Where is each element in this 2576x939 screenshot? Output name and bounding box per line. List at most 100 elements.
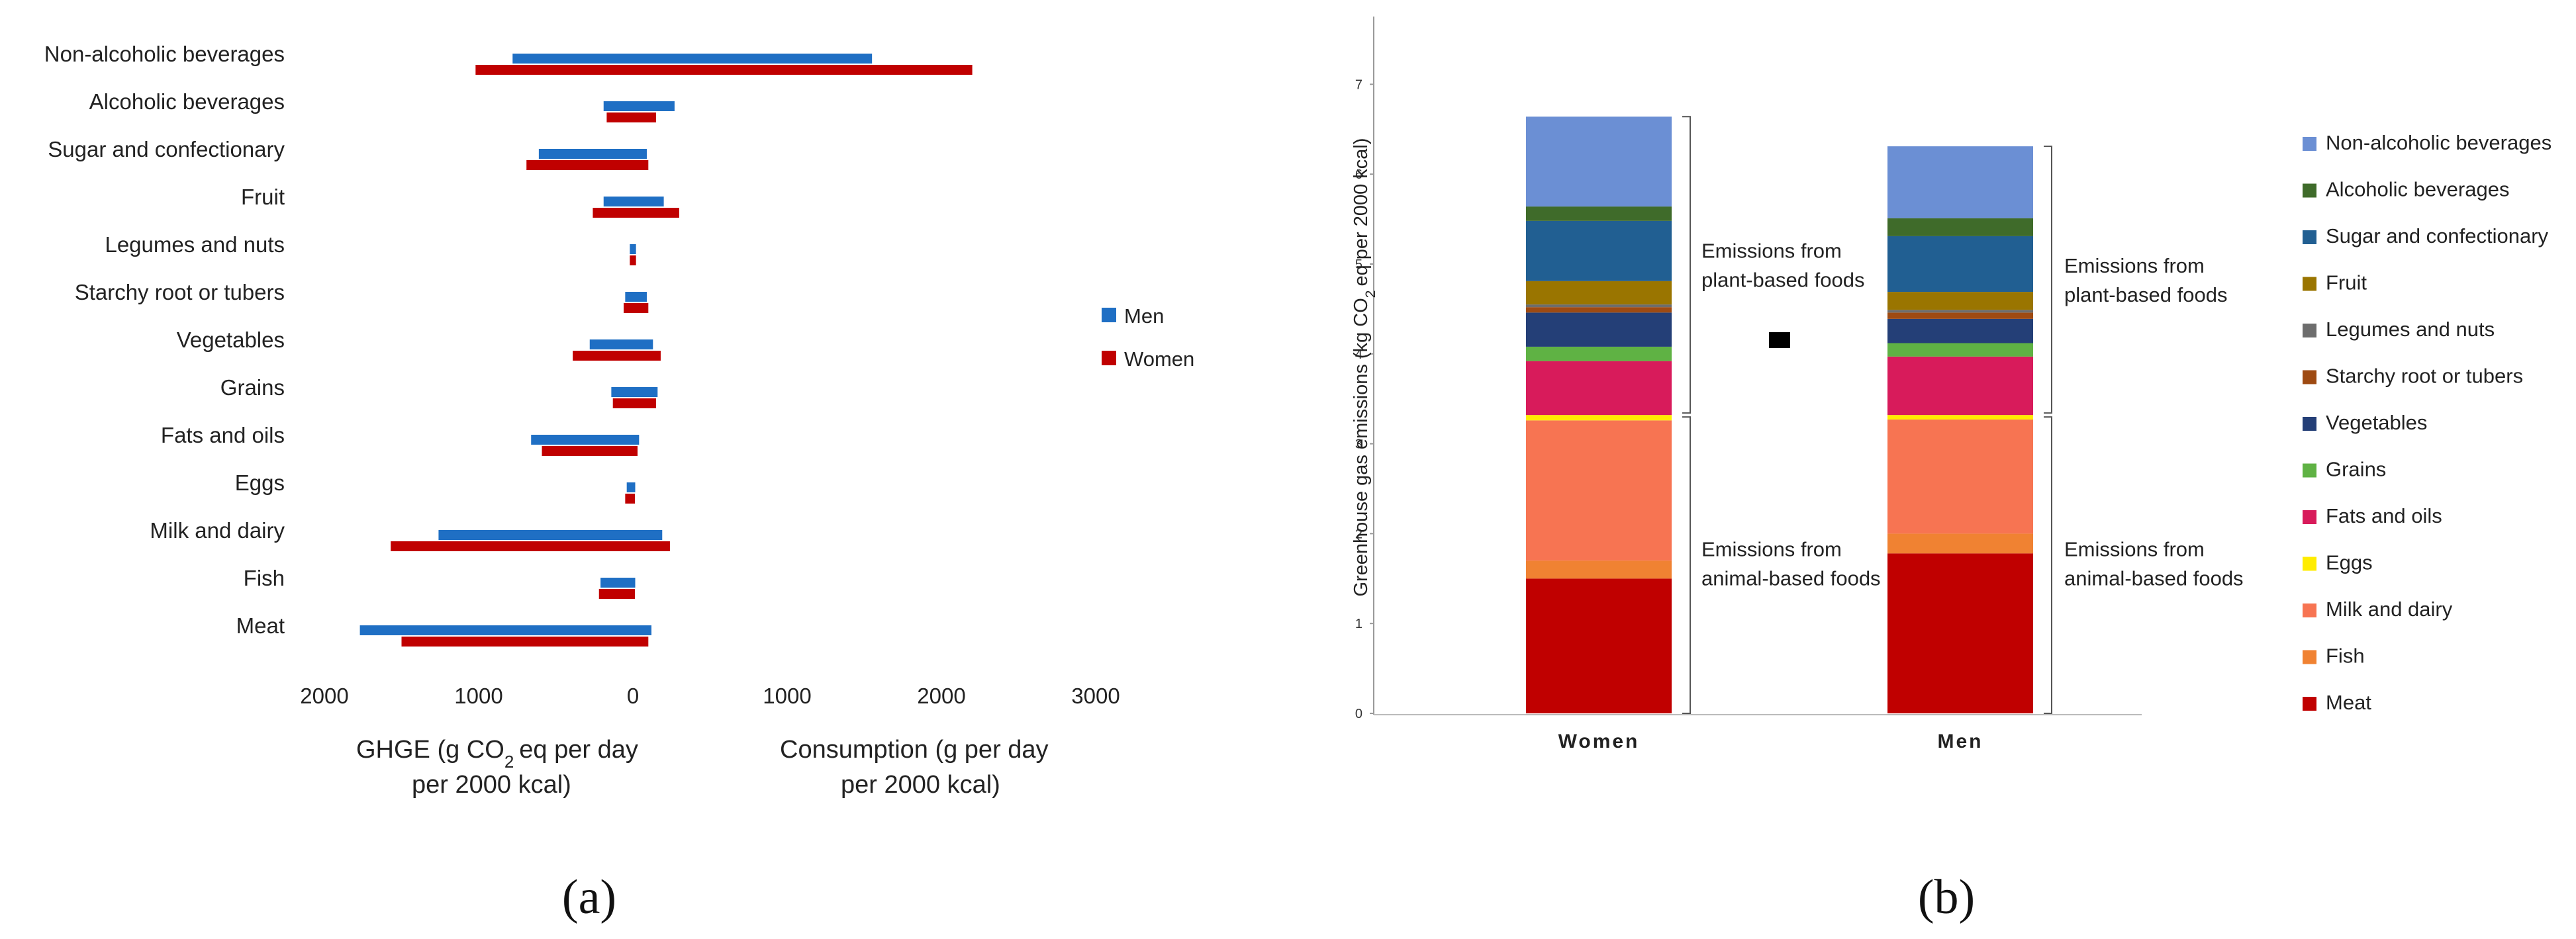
legend-label: Meat xyxy=(2326,691,2371,714)
ghge-bar-men xyxy=(538,149,633,159)
legend-label-women: Women xyxy=(1124,347,1194,371)
stack-segment-fruit xyxy=(1887,292,2033,310)
legend-swatch xyxy=(2303,557,2316,571)
stack-segment-fats-and-oils xyxy=(1526,361,1672,416)
consumption-bar-women xyxy=(633,303,649,313)
stack-segment-meat xyxy=(1526,578,1672,713)
legend-label: Grains xyxy=(2326,458,2386,481)
category-label: Legumes and nuts xyxy=(105,232,285,257)
x-tick-label: 1000 xyxy=(454,684,502,708)
ghge-bar-women xyxy=(401,637,633,647)
x-axis-label-ghge-line2: per 2000 kcal) xyxy=(412,771,571,799)
legend-swatch xyxy=(2303,230,2316,244)
consumption-bar-men xyxy=(633,149,647,159)
consumption-bar-men xyxy=(633,625,651,635)
stack-segment-fish xyxy=(1526,560,1672,579)
stack-segment-alcoholic-beverages xyxy=(1887,218,2033,236)
legend: Men Women xyxy=(1102,304,1194,371)
x-tick-label: 1000 xyxy=(763,684,811,708)
stack-segment-vegetables xyxy=(1887,318,2033,343)
consumption-bar-women xyxy=(633,637,649,647)
stacked-bar-group xyxy=(1526,116,2033,713)
legend-swatch xyxy=(2303,463,2316,478)
panel-label-a: (a) xyxy=(562,870,616,924)
consumption-bar-women xyxy=(633,446,638,456)
ghge-bar-men xyxy=(630,244,633,254)
ghge-bar-men xyxy=(611,387,633,397)
stack-segment-starchy-root-or-tubers xyxy=(1526,307,1672,313)
x-tick-label: 2000 xyxy=(917,684,965,708)
ghge-bar-women xyxy=(526,160,633,170)
category-label: Eggs xyxy=(235,470,285,495)
bracket xyxy=(2044,416,2052,714)
stack-segment-fruit xyxy=(1526,281,1672,305)
consumption-bar-men xyxy=(633,387,658,397)
legend-swatch xyxy=(2303,510,2316,524)
stack-segment-starchy-root-or-tubers xyxy=(1887,312,2033,319)
consumption-bar-men xyxy=(633,578,636,588)
x-tick-label: 2000 xyxy=(300,684,348,708)
x-category-label: Men xyxy=(1938,731,1983,752)
stack-segment-eggs xyxy=(1887,415,2033,420)
consumption-bar-women xyxy=(633,494,635,504)
stack-segment-vegetables xyxy=(1526,312,1672,347)
x-tick-label: 3000 xyxy=(1071,684,1120,708)
legend-swatch-women xyxy=(1102,351,1116,365)
y-tick-label: 4 xyxy=(1355,347,1362,362)
consumption-bar-women xyxy=(633,351,661,361)
x-axis-label-consumption-line1: Consumption (g per day xyxy=(780,736,1049,764)
legend-swatch-men xyxy=(1102,308,1116,322)
y-tick-label: 1 xyxy=(1355,617,1362,631)
legend-label-men: Men xyxy=(1124,304,1164,328)
ghge-bar-women xyxy=(391,541,633,551)
consumption-bar-women xyxy=(633,65,973,75)
legend-label: Non-alcoholic beverages xyxy=(2326,131,2552,154)
stack-segment-milk-and-dairy xyxy=(1887,419,2033,534)
consumption-bar-women xyxy=(633,541,670,551)
consumption-bar-men xyxy=(633,54,873,64)
legend-swatch xyxy=(2303,324,2316,337)
annotation-text: animal-based foods xyxy=(2064,567,2244,590)
consumption-bar-men xyxy=(633,435,640,445)
bracket xyxy=(1682,116,1691,414)
legend-label: Milk and dairy xyxy=(2326,598,2453,621)
ghge-bar-men xyxy=(603,101,633,111)
y-tick-label: 0 xyxy=(1355,707,1362,721)
x-axis-label-consumption-line2: per 2000 kcal) xyxy=(841,771,1000,799)
consumption-bar-men xyxy=(633,530,663,540)
category-label: Non-alcoholic beverages xyxy=(44,42,285,66)
bracket xyxy=(2044,146,2052,414)
category-label: Vegetables xyxy=(177,328,285,352)
legend-label: Sugar and confectionary xyxy=(2326,224,2549,247)
annotation-text: Emissions from xyxy=(2064,538,2205,561)
legend-label: Vegetables xyxy=(2326,411,2427,434)
stack-segment-legumes-and-nuts xyxy=(1526,304,1672,308)
consumption-bar-women xyxy=(633,112,656,122)
legend-swatch xyxy=(2303,277,2316,291)
legend-label: Starchy root or tubers xyxy=(2326,365,2523,388)
y-tick-label: 3 xyxy=(1355,437,1362,452)
ghge-bar-men xyxy=(625,292,633,302)
legend-swatch xyxy=(2303,697,2316,711)
consumption-bar-men xyxy=(633,197,664,206)
consumption-bar-men xyxy=(633,339,653,349)
category-label: Starchy root or tubers xyxy=(75,280,285,304)
y-tick-label: 7 xyxy=(1355,77,1362,92)
consumption-bar-women xyxy=(633,398,656,408)
category-label: Grains xyxy=(220,375,285,400)
annotation-text: animal-based foods xyxy=(1701,567,1881,590)
x-axis-categories: Women Men xyxy=(1558,731,1983,752)
ghge-bar-men xyxy=(531,435,633,445)
legend-swatch xyxy=(2303,183,2316,198)
stack-segment-non-alcoholic-beverages xyxy=(1887,146,2033,218)
consumption-bar-women xyxy=(633,255,636,265)
legend-label: Alcoholic beverages xyxy=(2326,178,2509,201)
y-tick-label: 2 xyxy=(1355,527,1362,541)
consumption-bar-men xyxy=(633,482,636,492)
consumption-bar-men xyxy=(633,292,647,302)
annotation-text: Emissions from xyxy=(1701,240,1842,263)
panel-a-chart: Non-alcoholic beverages Alcoholic beverag… xyxy=(44,42,1194,924)
category-label: Alcoholic beverages xyxy=(89,89,285,114)
stack-segment-grains xyxy=(1526,346,1672,361)
annotations: Emissions from plant-based foods Emissions… xyxy=(1701,240,2244,590)
